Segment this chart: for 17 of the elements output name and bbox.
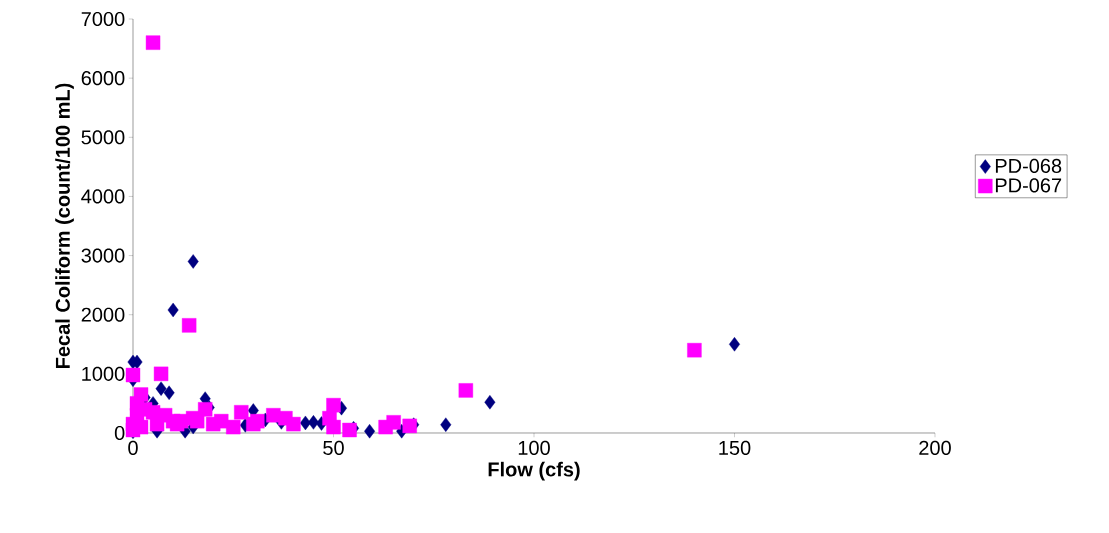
y-tick-label: 5000 <box>81 130 125 145</box>
x-tick-label: 200 <box>919 440 951 455</box>
x-tick-label: 0 <box>128 440 138 455</box>
y-tick-label: 0 <box>114 425 125 441</box>
x-axis-title: Flow (cfs) <box>488 461 580 481</box>
y-tick-label: 6000 <box>81 71 125 86</box>
y-tick-label: 7000 <box>81 11 125 27</box>
legend-label: PD-068 <box>995 158 1062 174</box>
x-tick-label: 50 <box>323 440 344 455</box>
legend-label: PD-067 <box>995 178 1062 193</box>
x-tick-label: 100 <box>518 440 550 455</box>
y-tick-label: 1000 <box>82 366 125 381</box>
y-axis-title: Fecal Coliform (count/100 mL) <box>55 83 74 369</box>
y-tick-label: 3000 <box>81 248 125 263</box>
y-tick-label: 4000 <box>81 189 125 204</box>
x-tick-label: 150 <box>719 440 751 455</box>
y-tick-label: 2000 <box>81 307 125 322</box>
